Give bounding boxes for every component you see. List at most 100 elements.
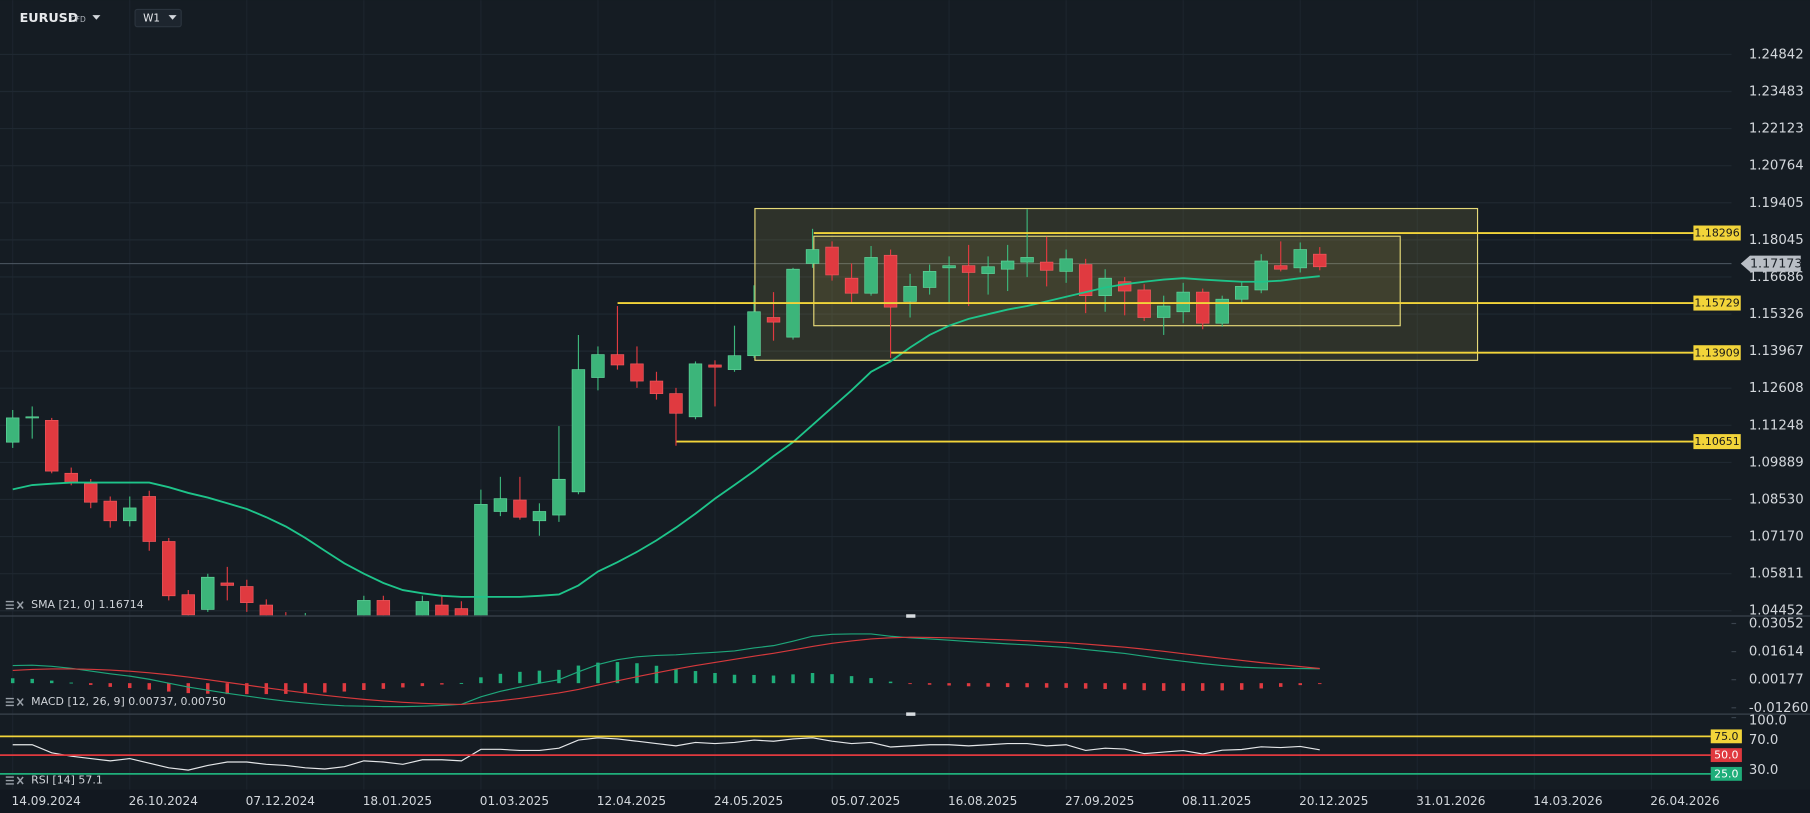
histogram-bar — [186, 683, 191, 694]
y-tick-label: 70.0 — [1749, 733, 1779, 748]
histogram-bar — [1298, 683, 1302, 686]
histogram-bar — [401, 683, 405, 688]
timeframe-selector[interactable]: W1 — [134, 8, 182, 28]
pane-handle[interactable] — [906, 614, 916, 618]
x-tick-label: 05.07.2025 — [831, 794, 900, 808]
candle-body — [610, 354, 625, 366]
histogram-bar — [1025, 683, 1029, 688]
histogram-bar — [830, 674, 834, 684]
histogram-bar — [518, 671, 522, 684]
y-tick-label: 1.24842 — [1749, 47, 1804, 62]
candle-body — [240, 586, 254, 603]
settings-icon[interactable] — [5, 697, 14, 707]
histogram-bar — [576, 665, 581, 684]
legend-name: SMA [21, 0] — [31, 598, 95, 611]
candle-body — [103, 500, 117, 522]
y-tick-label: 1.19405 — [1749, 196, 1804, 211]
candle-body — [493, 498, 508, 512]
histogram-bar — [849, 676, 854, 684]
level-tag — [1693, 225, 1741, 241]
candle-body — [84, 483, 98, 503]
candle-body — [6, 417, 20, 443]
y-tick-label: 1.05811 — [1749, 567, 1804, 582]
y-tick-label: 100.0 — [1749, 713, 1787, 728]
candle-body — [474, 504, 488, 616]
macd-line — [12, 633, 1320, 708]
settings-icon[interactable] — [5, 600, 14, 610]
candle-body — [201, 576, 215, 610]
pane-handle[interactable] — [906, 712, 916, 716]
y-tick-label: 1.18045 — [1749, 233, 1804, 248]
y-tick-label: 1.15326 — [1749, 307, 1804, 322]
candle-body — [376, 600, 391, 616]
candle-body — [571, 369, 586, 493]
candle-body — [454, 608, 469, 616]
histogram-bar — [771, 675, 776, 684]
histogram-bar — [225, 683, 230, 695]
x-tick-label: 07.12.2024 — [246, 794, 316, 808]
candle-body — [981, 266, 995, 274]
histogram-bar — [245, 683, 249, 695]
histogram-bar — [10, 678, 15, 684]
remove-icon[interactable] — [16, 776, 24, 785]
indicator-legend: MACD [12, 26, 9] 0.00737, 0.00750 — [31, 695, 226, 708]
histogram-bar — [498, 673, 503, 684]
histogram-bar — [615, 662, 620, 684]
candle-body — [688, 363, 703, 418]
candle-body — [1156, 305, 1171, 318]
y-tick-label: 1.20764 — [1749, 159, 1804, 174]
candle-body — [1176, 291, 1190, 313]
histogram-bar — [537, 670, 542, 684]
histogram-bar — [323, 683, 327, 693]
x-tick-label: 18.01.2025 — [363, 794, 432, 808]
y-tick-label: 0.03052 — [1749, 617, 1804, 632]
histogram-bar — [167, 683, 171, 692]
histogram-bar — [128, 683, 132, 689]
candle-body — [25, 416, 39, 419]
candle-body — [922, 271, 937, 288]
legend-name: MACD [12, 26, 9] — [31, 695, 125, 708]
histogram-bar — [108, 683, 112, 687]
histogram-bar — [986, 683, 990, 687]
candle-body — [766, 317, 781, 323]
y-tick-label: 1.09889 — [1749, 455, 1804, 470]
candle-body — [513, 499, 527, 518]
histogram-bar — [752, 674, 756, 684]
settings-icon[interactable] — [5, 776, 14, 785]
histogram-bar — [440, 683, 444, 685]
candle-body — [1313, 253, 1327, 268]
y-tick-label: 30.0 — [1749, 763, 1779, 778]
level-tag — [1693, 434, 1741, 450]
y-tick-label: 1.13967 — [1749, 344, 1804, 359]
candle-body — [1196, 291, 1210, 324]
candle-body — [942, 265, 956, 269]
histogram-bar — [713, 672, 717, 684]
candle-body — [903, 286, 917, 302]
histogram-bar — [1239, 683, 1244, 690]
last-price-label: 1.17173 — [1750, 256, 1802, 271]
candle-body — [142, 496, 156, 542]
candle-body — [1254, 260, 1268, 291]
rsi-level-tag — [1710, 748, 1742, 763]
candle-body — [1274, 265, 1288, 270]
histogram-bar — [264, 683, 269, 695]
candle-body — [864, 257, 878, 294]
candle-body — [532, 511, 547, 522]
histogram-bar — [654, 665, 659, 684]
candle-body — [1039, 261, 1054, 271]
y-tick-label: 0.01614 — [1749, 645, 1804, 660]
candle-body — [1293, 249, 1307, 269]
histogram-bar — [810, 672, 815, 684]
remove-icon[interactable] — [16, 698, 24, 706]
level-label: 1.10651 — [1694, 435, 1739, 448]
histogram-bar — [1044, 683, 1049, 688]
histogram-bar — [1103, 683, 1107, 690]
histogram-bar — [674, 668, 678, 684]
remove-icon[interactable] — [16, 601, 24, 609]
candle-body — [1000, 260, 1015, 270]
candle-body — [805, 249, 820, 264]
symbol-selector[interactable]: EURUSD CFD — [20, 10, 101, 25]
candle-body — [1059, 258, 1073, 272]
indicator-legends: SMA [21, 0] 1.16714 MACD [12, 26, 9] 0.00… — [5, 598, 226, 787]
